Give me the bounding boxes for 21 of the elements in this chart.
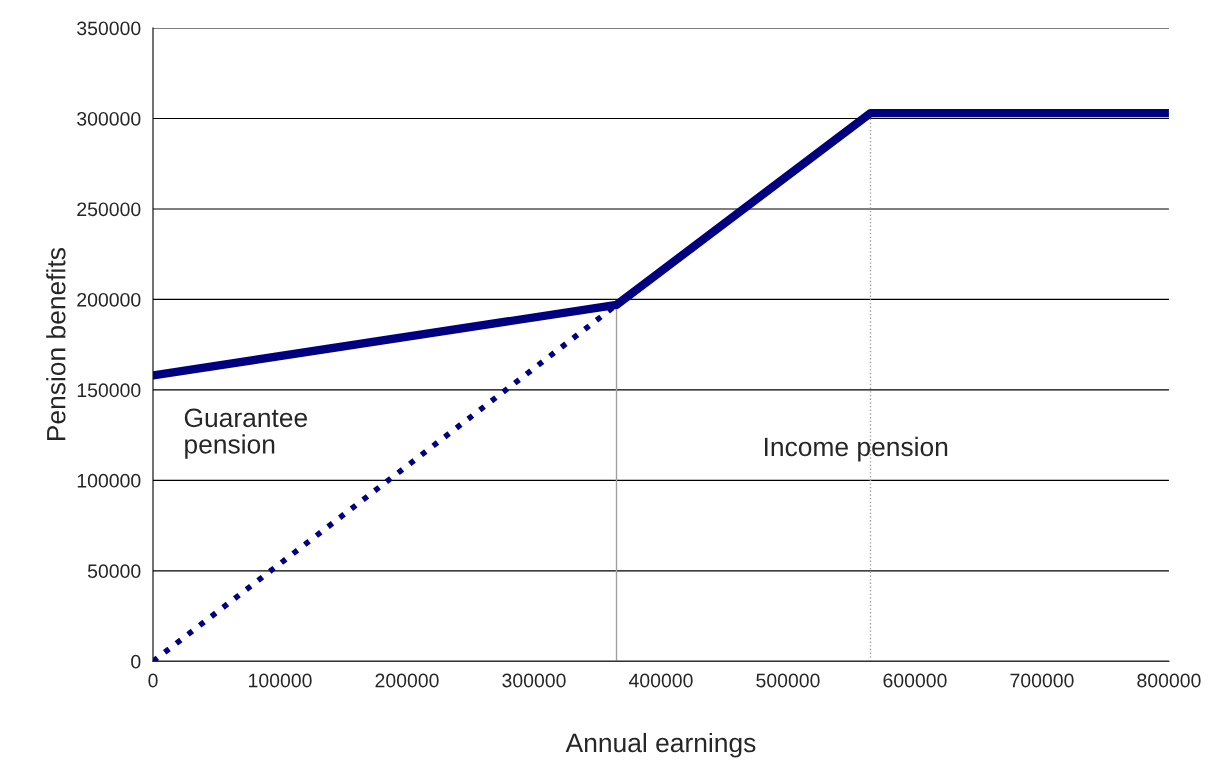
y-tick-label: 0 [131, 654, 141, 669]
y-tick-label: 250000 [77, 202, 141, 217]
x-tick-label: 800000 [1137, 673, 1201, 688]
y-tick-label: 50000 [87, 564, 141, 579]
x-tick-label: 100000 [249, 673, 312, 688]
x-tick-label: 500000 [756, 673, 820, 688]
annotation: Guarantee pension [184, 408, 308, 459]
x-tick-label: 200000 [375, 673, 439, 688]
y-tick-label: 300000 [77, 111, 141, 126]
x-tick-label: 400000 [628, 673, 693, 688]
x-tick-label: 300000 [502, 673, 566, 688]
x-axis-title: Annual earnings [565, 732, 756, 758]
y-tick-label: 100000 [77, 473, 141, 488]
x-tick-label: 600000 [883, 673, 947, 688]
x-tick-label: 0 [148, 673, 158, 688]
y-tick-label: 200000 [77, 292, 141, 307]
y-tick-label: 150000 [77, 383, 141, 398]
annotation: Income pension [764, 436, 948, 462]
y-tick-label: 350000 [77, 21, 141, 36]
y-axis-title: Pension benefits [46, 248, 66, 441]
x-tick-label: 700000 [1010, 673, 1074, 688]
